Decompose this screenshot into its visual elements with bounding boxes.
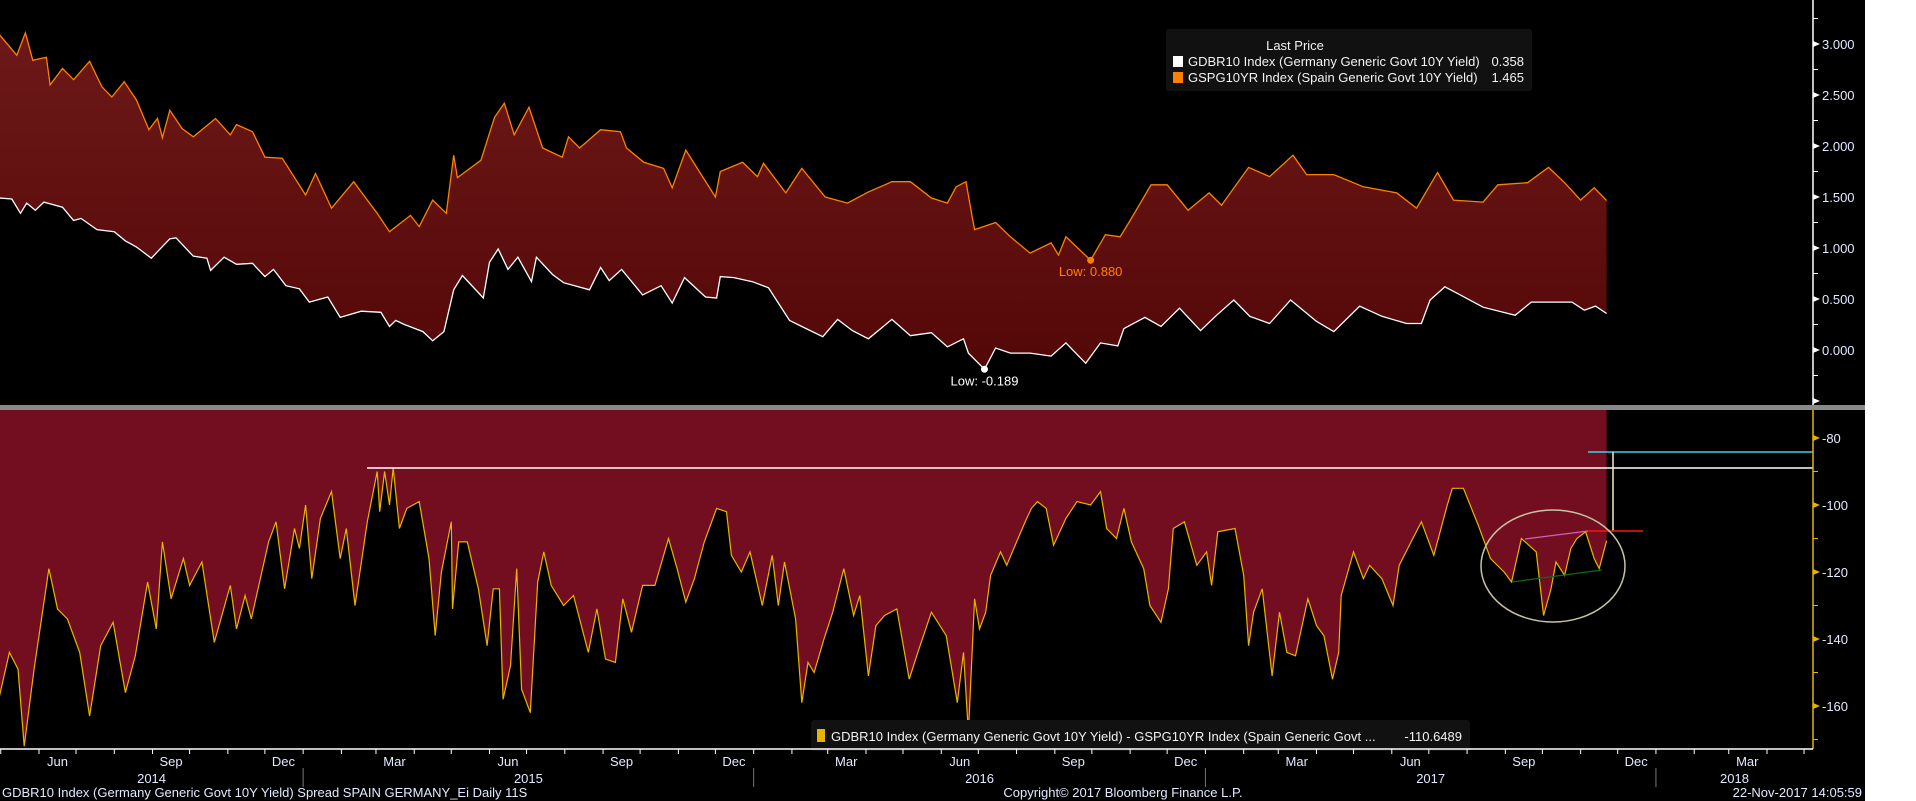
low-markers: Low: 0.880 Low: -0.189 [951, 256, 1123, 388]
x-month-label: Dec [272, 754, 296, 769]
y-tick-label: -100 [1822, 498, 1848, 513]
yield-band-area [0, 32, 1607, 370]
x-month-label: Mar [835, 754, 858, 769]
x-month-label: Jun [1400, 754, 1421, 769]
spread-legend-swatch [817, 729, 825, 742]
y-tick-marker [1813, 41, 1820, 47]
footer-copyright: Copyright© 2017 Bloomberg Finance L.P. [1003, 785, 1242, 800]
top-y-ticks: 3.000 2.500 2.000 1.500 1.000 0.500 0.000 [1813, 18, 1855, 404]
bottom-legend-box [811, 720, 1470, 751]
panel-divider[interactable] [0, 405, 1865, 410]
top-legend-title: Last Price [1266, 38, 1324, 53]
spread-legend-value: -110.6489 [1404, 729, 1462, 744]
x-month-label: Mar [1736, 754, 1759, 769]
upper-trend-line[interactable] [1524, 530, 1589, 540]
x-month-label: Sep [1512, 754, 1535, 769]
x-year-label: 2016 [965, 771, 994, 786]
y-tick-label: 0.000 [1822, 343, 1855, 358]
spain-yield-line [0, 30, 1608, 262]
y-tick-marker [1813, 245, 1820, 251]
spread-area [0, 410, 1607, 747]
germany-yield-line [0, 197, 1607, 371]
y-tick-marker [1813, 502, 1820, 508]
bottom-panel: -80 -100 -120 -140 -160 GDBR10 Index (German… [0, 410, 1848, 751]
chart-window: Low: 0.880 Low: -0.189 3.000 2.500 2.000 1.5… [0, 0, 1865, 801]
y-tick-label: -140 [1822, 632, 1848, 647]
y-tick-label: 1.500 [1822, 190, 1855, 205]
germany-legend-value: 0.358 [1491, 54, 1524, 69]
x-month-label: Jun [498, 754, 519, 769]
spread-line [0, 468, 1608, 747]
y-tick-marker [1813, 296, 1820, 302]
y-tick-marker [1813, 636, 1820, 642]
x-ticks: Jun Sep Dec Mar Jun Sep Dec Mar Jun Sep Dec Mar Jun S… [0, 749, 1805, 787]
x-year-label: 2018 [1720, 771, 1749, 786]
top-legend-box [1166, 29, 1532, 91]
y-tick-label: -120 [1822, 565, 1848, 580]
low-marker-label: Low: -0.189 [951, 373, 1019, 388]
footer-security-description: GDBR10 Index (Germany Generic Govt 10Y Y… [2, 785, 528, 800]
bottom-y-ticks: -80 -100 -120 -140 -160 [1813, 431, 1848, 740]
bottom-legend: GDBR10 Index (Germany Generic Govt 10Y Y… [811, 720, 1470, 751]
low-marker-label: Low: 0.880 [1059, 264, 1123, 279]
y-tick-marker [1813, 435, 1820, 441]
x-month-label: Jun [949, 754, 970, 769]
x-month-label: Sep [1062, 754, 1085, 769]
x-month-label: Mar [1286, 754, 1309, 769]
x-year-label: 2017 [1416, 771, 1445, 786]
low-marker-dot [1087, 256, 1095, 264]
lower-trend-line[interactable] [1511, 569, 1603, 583]
y-tick-marker [1813, 347, 1820, 353]
y-tick-label: -160 [1822, 699, 1848, 714]
spain-legend-swatch [1173, 72, 1183, 83]
y-tick-marker [1813, 143, 1820, 149]
highlight-ellipse[interactable] [1480, 509, 1626, 623]
top-legend: Last Price GDBR10 Index (Germany Generic… [1166, 29, 1532, 91]
y-tick-label: -80 [1822, 431, 1841, 446]
x-year-label: 2015 [514, 771, 543, 786]
chart-canvas: Low: 0.880 Low: -0.189 3.000 2.500 2.000 1.5… [0, 0, 1865, 800]
y-tick-marker [1813, 569, 1820, 575]
y-tick-label: 2.000 [1822, 139, 1855, 154]
germany-legend-label: GDBR10 Index (Germany Generic Govt 10Y Y… [1188, 54, 1480, 69]
germany-legend-swatch [1173, 56, 1183, 67]
x-month-label: Sep [610, 754, 633, 769]
x-month-label: Dec [722, 754, 746, 769]
y-tick-label: 3.000 [1822, 37, 1855, 52]
y-tick-marker [1813, 92, 1820, 98]
drawn-annotations [367, 451, 1813, 623]
y-tick-label: 0.500 [1822, 292, 1855, 307]
y-tick-marker [1813, 398, 1820, 404]
x-axis: Jun Sep Dec Mar Jun Sep Dec Mar Jun Sep Dec Mar Jun S… [0, 748, 1813, 787]
spread-legend-label: GDBR10 Index (Germany Generic Govt 10Y Y… [831, 729, 1376, 744]
x-month-label: Dec [1625, 754, 1649, 769]
footer: GDBR10 Index (Germany Generic Govt 10Y Y… [2, 785, 1862, 800]
spain-legend-label: GSPG10YR Index (Spain Generic Govt 10Y Y… [1188, 70, 1478, 85]
y-tick-label: 1.000 [1822, 241, 1855, 256]
x-year-label: 2014 [137, 771, 166, 786]
spain-legend-value: 1.465 [1491, 70, 1524, 85]
x-month-label: Dec [1174, 754, 1198, 769]
x-month-label: Mar [383, 754, 406, 769]
x-month-label: Jun [47, 754, 68, 769]
footer-timestamp: 22-Nov-2017 14:05:59 [1733, 785, 1862, 800]
x-month-label: Sep [159, 754, 182, 769]
top-panel: Low: 0.880 Low: -0.189 3.000 2.500 2.000 1.5… [0, 0, 1855, 406]
y-tick-label: 2.500 [1822, 88, 1855, 103]
low-marker-dot [980, 365, 988, 373]
y-tick-marker [1813, 703, 1820, 709]
y-tick-marker [1813, 194, 1820, 200]
